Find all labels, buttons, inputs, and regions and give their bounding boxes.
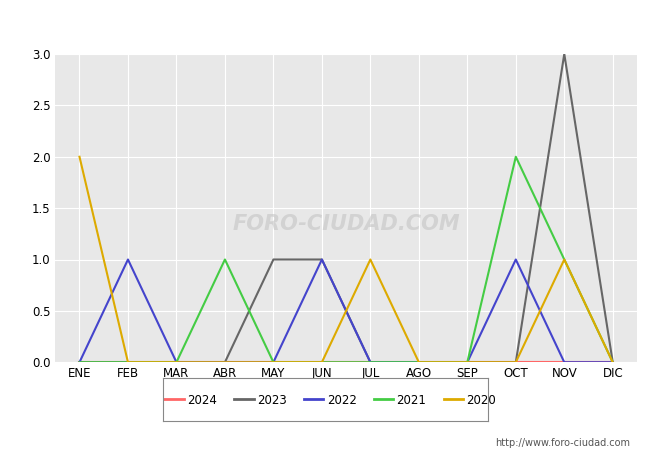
Text: 2024: 2024	[187, 394, 216, 407]
Text: http://www.foro-ciudad.com: http://www.foro-ciudad.com	[495, 438, 630, 448]
Text: FORO-CIUDAD.COM: FORO-CIUDAD.COM	[232, 214, 460, 234]
Text: Matriculaciones de Vehiculos en Villasandino: Matriculaciones de Vehiculos en Villasan…	[139, 17, 511, 35]
Text: 2023: 2023	[257, 394, 287, 407]
Text: 2020: 2020	[467, 394, 496, 407]
Text: 2022: 2022	[326, 394, 356, 407]
Text: 2021: 2021	[396, 394, 426, 407]
